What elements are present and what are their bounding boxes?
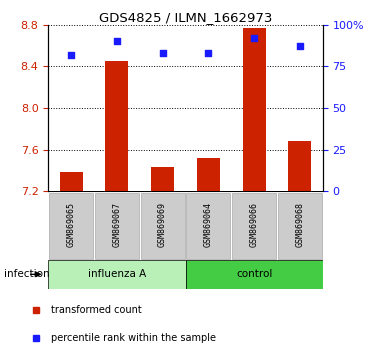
Point [160, 50, 165, 56]
Bar [95, 193, 139, 259]
Text: GSM869065: GSM869065 [67, 202, 76, 247]
Text: percentile rank within the sample: percentile rank within the sample [52, 333, 217, 343]
Bar [151, 167, 174, 191]
Point [68, 52, 74, 58]
Bar [49, 193, 93, 259]
Text: control: control [236, 269, 272, 279]
Point [206, 50, 211, 56]
Text: GSM869067: GSM869067 [112, 202, 121, 247]
Point [251, 35, 257, 41]
Bar [141, 193, 185, 259]
Bar [278, 193, 322, 259]
Text: GSM869068: GSM869068 [295, 202, 304, 247]
Bar [232, 193, 276, 259]
Bar [289, 141, 311, 191]
Bar [105, 61, 128, 191]
Bar [186, 260, 323, 289]
Title: GDS4825 / ILMN_1662973: GDS4825 / ILMN_1662973 [99, 11, 272, 24]
Text: transformed count: transformed count [52, 305, 142, 315]
Point [114, 39, 120, 44]
Bar [243, 28, 266, 191]
Text: GSM869066: GSM869066 [250, 202, 259, 247]
Point [297, 44, 303, 49]
Text: GSM869064: GSM869064 [204, 202, 213, 247]
Bar [48, 260, 186, 289]
Bar [186, 193, 230, 259]
Bar [60, 172, 82, 191]
Text: GSM869069: GSM869069 [158, 202, 167, 247]
Text: influenza A: influenza A [88, 269, 146, 279]
Bar [197, 158, 220, 191]
Text: infection: infection [4, 269, 49, 279]
